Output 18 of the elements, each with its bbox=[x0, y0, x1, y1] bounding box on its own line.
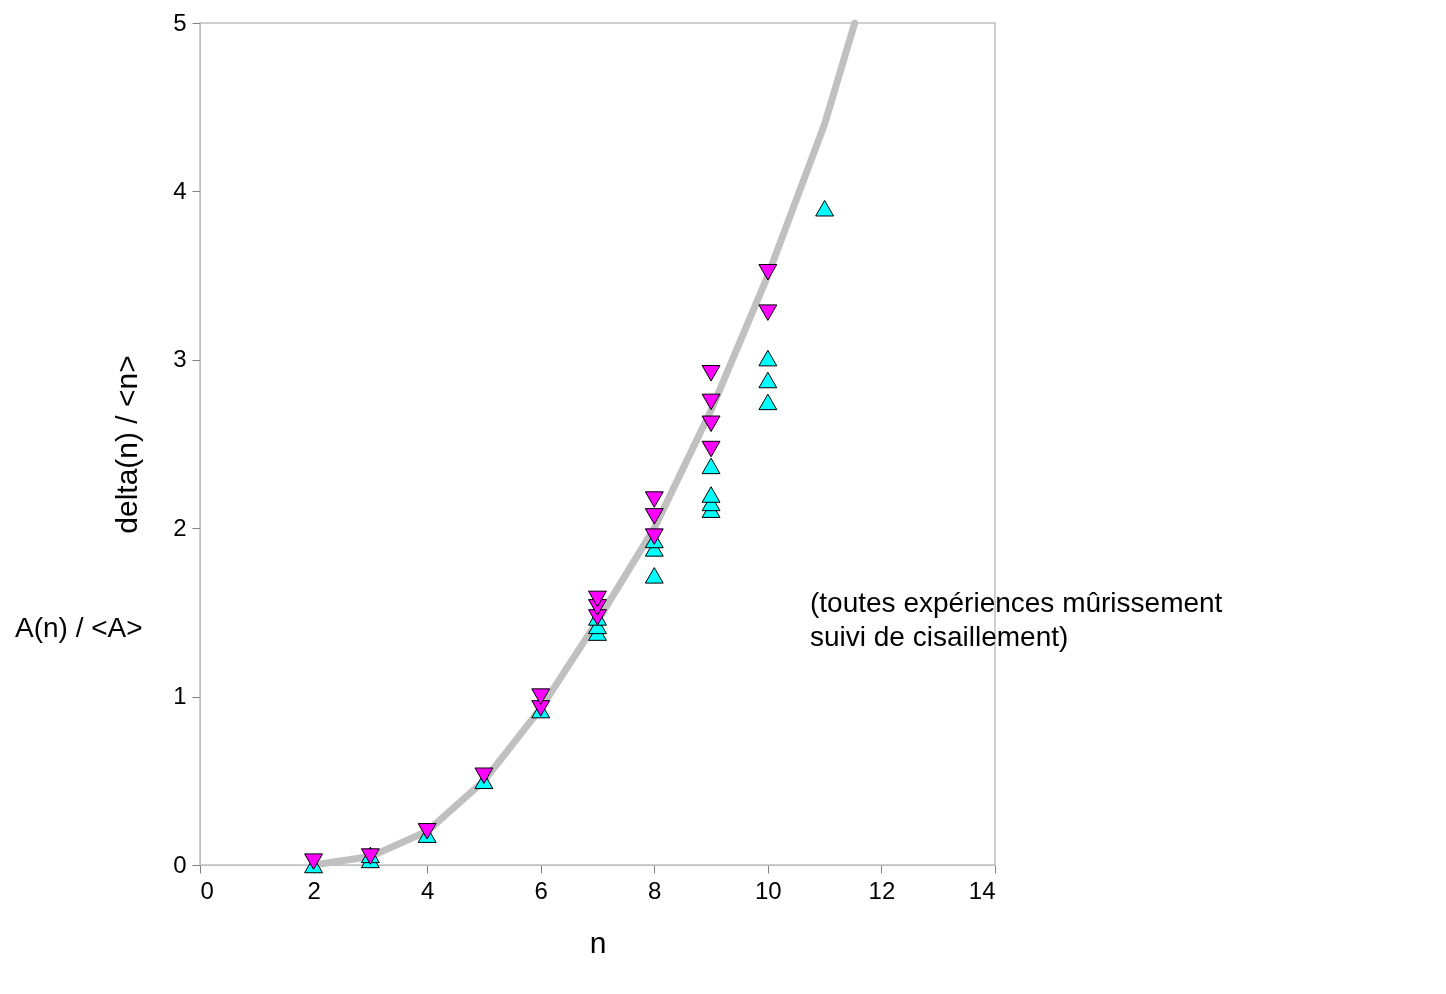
y-axis-title: delta(n) / <n> bbox=[110, 355, 144, 534]
x-tick-label: 12 bbox=[868, 876, 896, 904]
text: A(n) / <A> bbox=[15, 612, 143, 644]
y-tick-label: 2 bbox=[173, 513, 187, 541]
x-axis-title: n bbox=[589, 925, 607, 959]
y-tick-label: 4 bbox=[173, 176, 187, 204]
x-tick-label: 8 bbox=[648, 876, 662, 904]
x-tick-label: 4 bbox=[420, 876, 435, 904]
x-tick-label: 0 bbox=[200, 876, 214, 904]
annotation: (toutes expériences mûrissement suivi de cisaillement) bbox=[810, 586, 1223, 652]
x-tick-label: 14 bbox=[968, 876, 996, 904]
x-tick-label: 10 bbox=[755, 876, 782, 904]
y-tick-label: 3 bbox=[173, 345, 187, 373]
y-tick-label: 1 bbox=[173, 682, 187, 710]
x-tick-label: 2 bbox=[307, 876, 321, 904]
y-tick-label: 5 bbox=[173, 8, 187, 36]
y-tick-label: 0 bbox=[173, 850, 187, 878]
x-tick-label: 6 bbox=[534, 876, 548, 904]
